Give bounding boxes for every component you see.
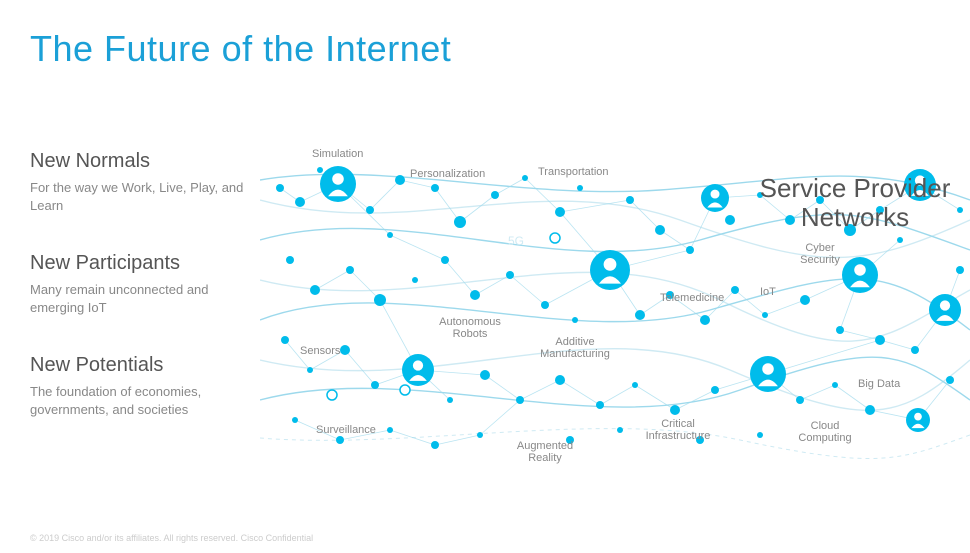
- node-label: Autonomous Robots: [430, 316, 510, 340]
- node-label: IoT: [760, 286, 776, 298]
- svg-text:5G: 5G: [508, 234, 524, 248]
- diagram-title: Service Provider Networks: [740, 174, 970, 231]
- node-label: Critical Infrastructure: [638, 418, 718, 442]
- node-label: Personalization: [410, 168, 485, 180]
- node-label: Additive Manufacturing: [530, 336, 620, 360]
- node-label: Transportation: [538, 166, 609, 178]
- section-heading: New Participants: [30, 252, 250, 275]
- sidebar-section: New Normals For the way we Work, Live, P…: [30, 150, 250, 214]
- network-diagram: 5G Service Provider Networks Simulation P…: [260, 140, 970, 480]
- node-label: Simulation: [312, 148, 363, 160]
- section-heading: New Potentials: [30, 354, 250, 377]
- node-label: Augmented Reality: [510, 440, 580, 464]
- section-body: For the way we Work, Live, Play, and Lea…: [30, 179, 250, 214]
- node-label: Big Data: [858, 378, 900, 390]
- section-heading: New Normals: [30, 150, 250, 173]
- node-label: Cloud Computing: [790, 420, 860, 444]
- sidebar: New Normals For the way we Work, Live, P…: [30, 150, 250, 456]
- node-label: Telemedicine: [660, 292, 724, 304]
- sidebar-section: New Participants Many remain unconnected…: [30, 252, 250, 316]
- node-label: Sensors: [300, 345, 340, 357]
- section-body: Many remain unconnected and emerging IoT: [30, 281, 250, 316]
- node-label: Cyber Security: [790, 242, 850, 266]
- section-body: The foundation of economies, governments…: [30, 383, 250, 418]
- page-title: The Future of the Internet: [30, 28, 451, 70]
- node-label: Surveillance: [316, 424, 376, 436]
- sidebar-section: New Potentials The foundation of economi…: [30, 354, 250, 418]
- footer-copyright: © 2019 Cisco and/or its affiliates. All …: [30, 533, 313, 543]
